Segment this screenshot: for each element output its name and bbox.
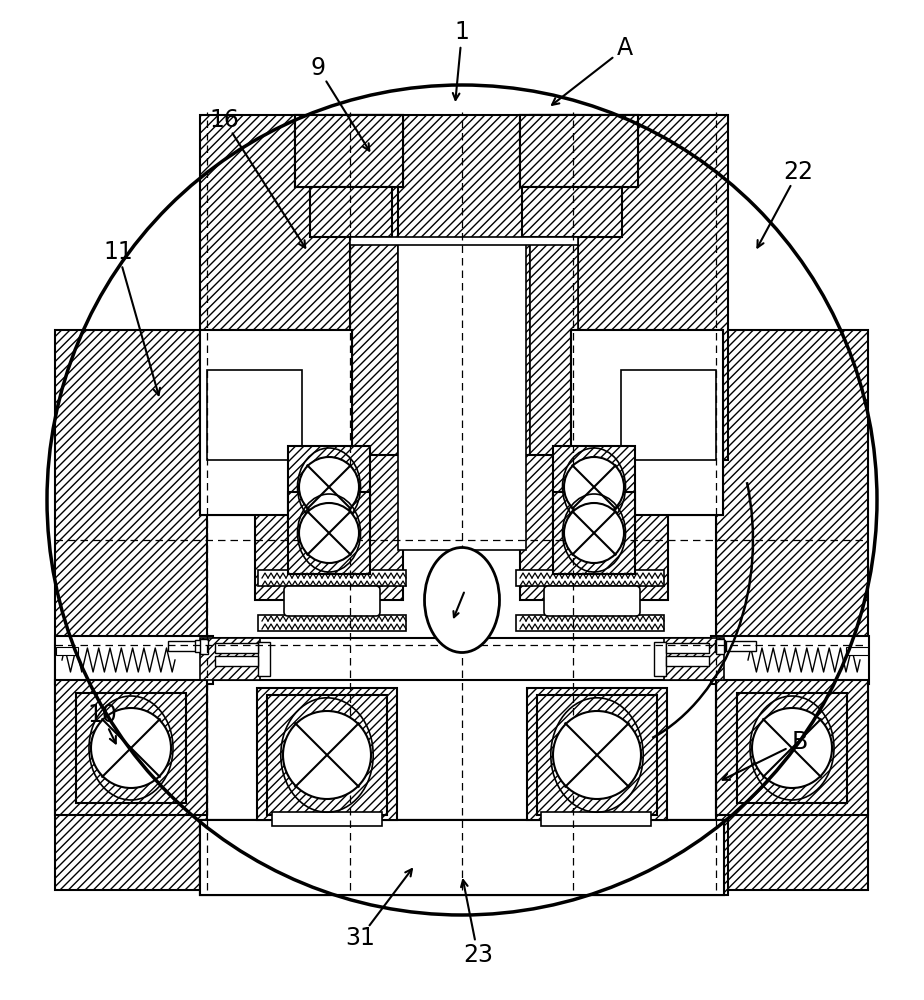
Bar	[267, 695, 387, 815]
Bar	[55, 680, 207, 815]
Bar	[530, 240, 578, 550]
Bar	[215, 656, 258, 666]
Bar	[295, 115, 403, 187]
Bar	[200, 638, 260, 680]
Bar	[56, 647, 78, 655]
Bar	[272, 812, 382, 826]
FancyBboxPatch shape	[284, 586, 380, 616]
Bar	[716, 639, 724, 654]
Bar	[571, 330, 723, 515]
Bar	[258, 570, 406, 586]
Text: 22: 22	[783, 160, 813, 184]
Text: 11: 11	[103, 240, 133, 264]
Circle shape	[752, 708, 832, 788]
Bar	[200, 820, 724, 895]
Bar	[541, 812, 651, 826]
Text: 23: 23	[463, 943, 493, 967]
Circle shape	[283, 711, 371, 799]
Bar	[654, 642, 666, 676]
Bar	[287, 492, 371, 574]
Circle shape	[91, 708, 171, 788]
Bar	[200, 330, 352, 515]
Bar	[522, 187, 622, 237]
Bar	[530, 115, 578, 550]
Bar	[295, 115, 403, 187]
Bar	[215, 643, 258, 653]
Text: A: A	[617, 36, 633, 60]
Bar	[350, 115, 398, 550]
Bar	[726, 641, 756, 651]
Bar	[736, 693, 847, 803]
Text: B: B	[792, 730, 808, 754]
Bar	[716, 680, 868, 815]
Bar	[711, 636, 869, 684]
Bar	[520, 455, 668, 600]
Bar	[664, 638, 724, 680]
Text: 1: 1	[455, 20, 469, 44]
Bar	[350, 240, 398, 550]
Text: 9: 9	[310, 56, 325, 80]
Bar	[398, 240, 526, 550]
FancyBboxPatch shape	[544, 586, 640, 616]
Circle shape	[564, 503, 624, 563]
Bar	[516, 570, 664, 586]
Bar	[200, 638, 724, 680]
Bar	[716, 330, 868, 890]
Bar	[666, 656, 709, 666]
Circle shape	[299, 457, 359, 517]
Bar	[527, 688, 667, 820]
Bar	[666, 643, 709, 653]
Bar	[350, 237, 578, 245]
Bar	[76, 693, 187, 803]
Text: 16: 16	[209, 108, 239, 132]
Bar	[520, 115, 638, 187]
Text: 10: 10	[87, 703, 117, 727]
Bar	[548, 590, 636, 612]
Bar	[55, 636, 213, 684]
Bar	[553, 492, 636, 574]
Bar	[258, 615, 406, 631]
Bar	[255, 455, 403, 600]
Bar	[257, 688, 397, 820]
Bar	[537, 695, 657, 815]
Bar	[200, 820, 724, 895]
Bar	[200, 820, 728, 895]
Bar	[571, 330, 723, 515]
Bar	[55, 330, 207, 890]
Bar	[715, 640, 725, 652]
Bar	[258, 642, 270, 676]
Bar	[200, 330, 352, 515]
Bar	[168, 641, 198, 651]
Bar	[553, 446, 636, 528]
Bar	[207, 370, 302, 460]
Ellipse shape	[424, 548, 500, 652]
Bar	[195, 640, 205, 652]
Circle shape	[299, 503, 359, 563]
Bar	[310, 187, 392, 237]
Bar	[520, 115, 638, 187]
Bar	[200, 115, 728, 460]
Bar	[288, 590, 376, 612]
Circle shape	[553, 711, 641, 799]
Bar	[621, 370, 716, 460]
Bar	[287, 446, 371, 528]
Bar	[516, 615, 664, 631]
Text: 31: 31	[345, 926, 375, 950]
Bar	[200, 639, 208, 654]
Bar	[846, 647, 868, 655]
Circle shape	[564, 457, 624, 517]
